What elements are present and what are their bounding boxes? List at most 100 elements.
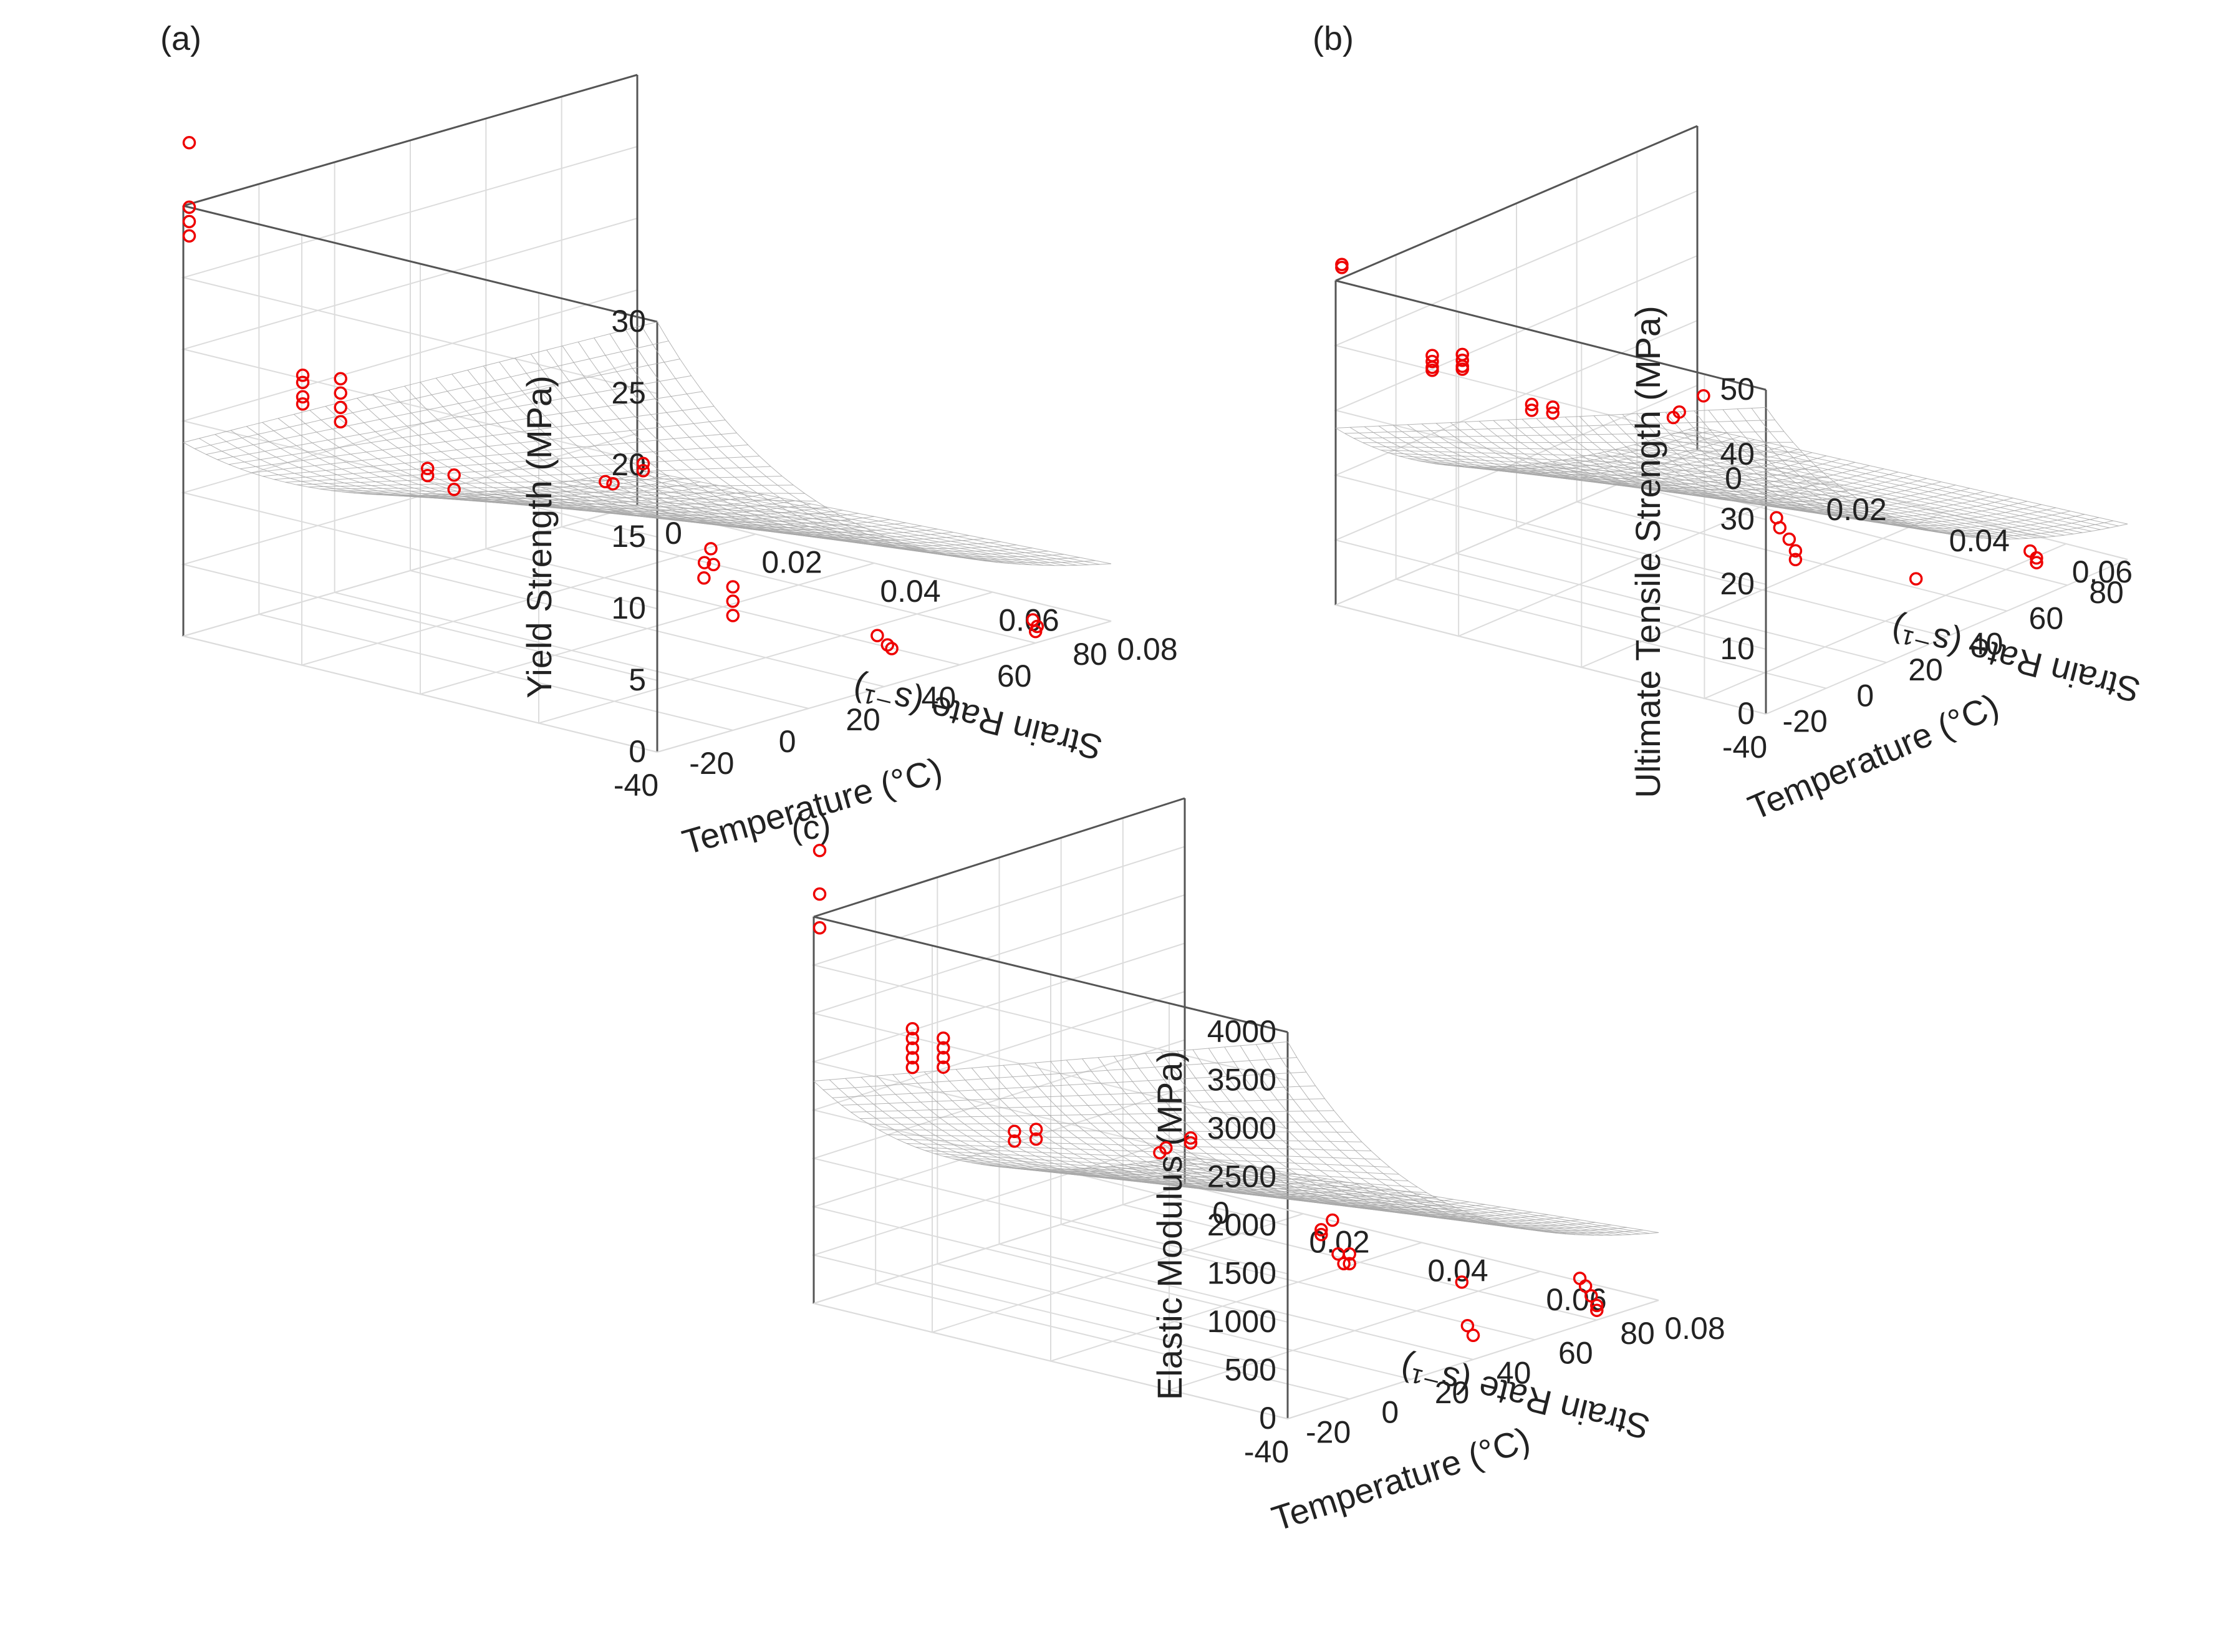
data-point: [636, 464, 650, 478]
surface-line: [1579, 416, 1942, 506]
y-tick-label: 0.08: [1664, 1311, 1725, 1346]
surface-line: [1378, 425, 1741, 474]
surface-line: [530, 354, 985, 544]
data-point: [937, 1031, 950, 1045]
x-tick-label: 80: [1620, 1316, 1655, 1351]
x-tick-label: 20: [1435, 1375, 1470, 1410]
surface-line: [1464, 422, 1827, 487]
floor-edge: [1335, 450, 1698, 606]
surface-line: [293, 414, 748, 508]
y-tick-label: 0.04: [1949, 523, 2010, 558]
data-point: [1788, 553, 1803, 567]
data-point: [599, 475, 612, 489]
surface-line: [499, 362, 953, 538]
data-point: [726, 580, 740, 594]
floor-edge: [657, 621, 1112, 753]
x-tick-label: -40: [614, 768, 658, 803]
surface-line: [1066, 1060, 1438, 1204]
fitted-surface: [183, 321, 1112, 566]
surface-line: [467, 370, 922, 533]
x-tick-label: -40: [1244, 1434, 1289, 1469]
chart-panel-b: 01020304050-40-2002040608000.020.040.06T…: [1313, 20, 2144, 828]
z-tick-label: 10: [611, 591, 646, 626]
data-point: [1425, 364, 1439, 377]
z-tick-label: 2000: [1207, 1207, 1276, 1242]
data-point: [1335, 261, 1349, 274]
data-points: [1335, 258, 2043, 586]
data-point: [726, 609, 740, 622]
data-point: [606, 476, 620, 491]
surface-line: [577, 342, 1033, 552]
chart-panel-a: 051015202530-40-2002040608000.020.040.06…: [160, 20, 1178, 862]
data-point: [1546, 406, 1560, 420]
data-point: [1573, 1272, 1587, 1285]
data-point: [334, 372, 347, 386]
panel-label: (c): [792, 809, 831, 846]
surface-line: [892, 1074, 1264, 1180]
z-tick-label: 5: [629, 662, 646, 697]
floor-edge: [1765, 559, 2128, 715]
axes-frame: [1334, 125, 2128, 715]
data-point: [937, 1041, 950, 1055]
data-point: [420, 461, 435, 475]
surface-line: [435, 377, 890, 528]
x-tick-label: 0: [1381, 1395, 1399, 1430]
x-tick-label: 80: [1073, 637, 1107, 672]
x-tick-label: -40: [1722, 730, 1767, 765]
data-point: [870, 629, 884, 642]
z-gridline: [1333, 125, 1767, 390]
z-gridline: [1333, 190, 1767, 455]
data-point: [1590, 1298, 1604, 1313]
surface-line: [1708, 410, 2071, 529]
data-point: [1425, 354, 1439, 369]
data-point: [1326, 1213, 1339, 1227]
fitted-surface: [813, 1041, 1659, 1236]
data-point: [1184, 1136, 1198, 1150]
x-gridline: [1335, 281, 1767, 715]
z-tick-label: 50: [1720, 372, 1755, 407]
surface-line: [1192, 1049, 1565, 1222]
axes-frame: [182, 74, 1112, 753]
data-point: [1455, 1275, 1469, 1289]
surface-line: [1050, 1061, 1422, 1202]
data-point: [334, 386, 347, 400]
chart-panel-c: 0 500 1000 1500 2000 2500 3000 3500 4000 -40 -20 0 2…: [792, 797, 1725, 1538]
data-point: [1314, 1223, 1328, 1237]
panel-label: (a): [160, 20, 201, 57]
z-axis-label: Yield Strength (MPa): [519, 375, 559, 698]
data-point: [937, 1060, 950, 1074]
data-point: [296, 390, 310, 404]
data-point: [905, 1041, 920, 1055]
grid: [1333, 125, 2128, 715]
surface-line: [1364, 426, 1727, 471]
x-tick-label: 80: [2089, 575, 2124, 610]
z-axis-label: Ultimate Tensile Strength (MPa): [1628, 306, 1667, 798]
grid: [181, 74, 1112, 753]
surface-line: [1493, 420, 1856, 491]
surface-line: [971, 1068, 1343, 1191]
y-tick-label: 0.08: [1117, 632, 1177, 667]
surface-line: [609, 334, 1064, 558]
z-tick-label: 0: [629, 734, 646, 769]
y-tick-label: 0: [665, 516, 682, 551]
data-point: [1590, 1303, 1604, 1317]
surface-line: [183, 442, 638, 496]
data-point: [1343, 1257, 1356, 1271]
data-point: [1008, 1124, 1021, 1139]
data-point: [1782, 532, 1796, 546]
surface-line: [1478, 421, 1841, 489]
tick-labels: 051015202530-40-2002040608000.020.040.06…: [611, 304, 1177, 803]
surface-line: [340, 402, 796, 514]
z-tick-label: 15: [611, 519, 646, 554]
x-tick-label: 40: [1969, 627, 2003, 662]
floor-edge: [183, 505, 638, 637]
z-tick-label: 1500: [1207, 1256, 1276, 1291]
surface-line: [1255, 1044, 1627, 1231]
y-tick-label: 0.06: [998, 603, 1059, 638]
surface-line: [1565, 417, 1927, 503]
z-tick-label: 40: [1720, 437, 1755, 471]
surface-line: [845, 1078, 1217, 1174]
floor-edge: [1287, 1300, 1659, 1419]
